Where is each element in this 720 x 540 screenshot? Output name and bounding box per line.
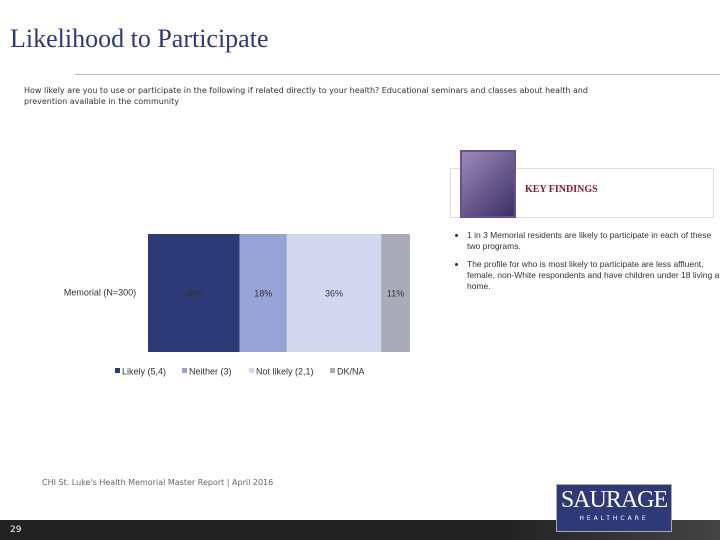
category-label: Memorial (N=300) — [64, 287, 136, 297]
legend-label: Not likely (2,1) — [256, 366, 314, 376]
legend-swatch — [182, 368, 187, 373]
finding: 1 in 3 Memorial residents are likely to … — [467, 230, 720, 252]
logo: SAURAGE HEALTHCARE — [556, 484, 672, 532]
bottom-bar — [0, 520, 720, 540]
value-label: 36% — [325, 288, 343, 298]
legend-swatch — [249, 368, 254, 373]
legend-swatch — [330, 368, 335, 373]
title-rule — [75, 74, 720, 75]
footer: CHI St. Luke's Health Memorial Master Re… — [42, 478, 274, 487]
chart: Memorial (N=300) 35% 18% 36% 11% Likely (5,4)… — [64, 234, 410, 376]
key-findings-image — [460, 150, 516, 218]
value-label: 18% — [254, 288, 272, 298]
legend-swatch — [115, 368, 120, 373]
bar-segment — [239, 234, 287, 352]
finding: The profile for who is most likely to pa… — [467, 259, 720, 292]
legend-label: Likely (5,4) — [122, 366, 166, 376]
logo-name: SAURAGE — [560, 487, 668, 513]
logo-tagline: HEALTHCARE — [579, 515, 649, 522]
value-label: 35% — [185, 288, 203, 298]
legend-label: DK/NA — [337, 366, 365, 376]
key-findings-heading: KEY FINDINGS — [525, 184, 598, 195]
question: How likely are you to use or participate… — [24, 86, 588, 106]
bar-segment — [381, 234, 410, 352]
bar-segment — [148, 234, 240, 352]
key-findings-list: 1 in 3 Memorial residents are likely to … — [457, 230, 720, 299]
page-number: 29 — [10, 525, 22, 535]
slide-title: Likelihood to Participate — [10, 24, 269, 53]
legend-label: Neither (3) — [189, 366, 232, 376]
bar-segment — [286, 234, 382, 352]
value-label: 11% — [387, 288, 404, 298]
